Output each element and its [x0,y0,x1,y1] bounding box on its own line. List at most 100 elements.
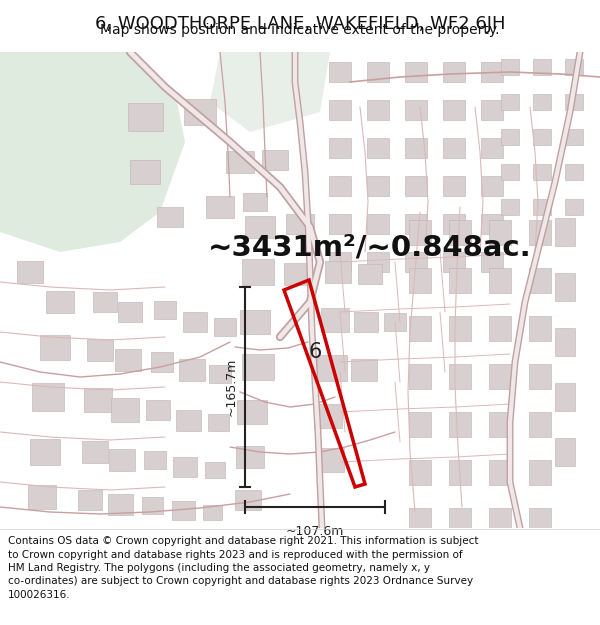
Bar [172,501,194,519]
Bar [242,259,274,285]
Bar [144,451,166,469]
Bar [501,94,519,110]
Bar [329,62,351,82]
Bar [184,99,216,125]
Bar [314,404,342,428]
Text: 6, WOODTHORPE LANE, WAKEFIELD, WF2 6JH: 6, WOODTHORPE LANE, WAKEFIELD, WF2 6JH [95,14,505,32]
Bar [533,164,551,180]
Bar [565,129,583,145]
Text: ~165.7m: ~165.7m [224,357,238,416]
Bar [533,94,551,110]
Bar [206,196,234,218]
Bar [449,316,471,341]
Text: 100026316.: 100026316. [8,590,71,600]
Bar [329,176,351,196]
Bar [358,264,382,284]
Bar [565,164,583,180]
Bar [236,446,264,468]
Bar [481,214,503,234]
Bar [17,261,43,283]
Bar [529,268,551,292]
Bar [205,462,225,478]
Bar [565,94,583,110]
Bar [443,62,465,82]
Bar [481,176,503,196]
Bar [555,328,575,356]
Bar [367,252,389,272]
Bar [82,441,108,463]
Bar [128,103,163,131]
Bar [214,318,236,336]
Bar [146,400,170,420]
Bar [489,411,511,436]
Bar [317,355,347,381]
Bar [321,308,349,332]
Bar [235,490,261,510]
Bar [529,411,551,436]
Bar [245,216,275,238]
Bar [46,291,74,313]
Bar [78,490,102,510]
Bar [409,316,431,341]
Bar [130,160,160,184]
Text: Map shows position and indicative extent of the property.: Map shows position and indicative extent… [100,24,500,38]
Bar [501,199,519,215]
Bar [409,268,431,292]
Bar [555,218,575,246]
Bar [529,316,551,341]
Bar [118,302,142,322]
Bar [226,151,254,173]
Text: 6: 6 [308,342,322,362]
Text: Contains OS data © Crown copyright and database right 2021. This information is : Contains OS data © Crown copyright and d… [8,536,479,546]
Bar [151,352,173,372]
Bar [565,199,583,215]
Text: to Crown copyright and database rights 2023 and is reproduced with the permissio: to Crown copyright and database rights 2… [8,549,463,559]
Bar [405,100,427,120]
Bar [384,313,406,331]
Bar [529,508,551,532]
Bar [87,339,113,361]
Bar [489,459,511,484]
Bar [367,138,389,158]
Bar [405,62,427,82]
Bar [286,214,314,234]
Bar [109,449,135,471]
Bar [405,138,427,158]
Bar [367,62,389,82]
Bar [237,400,267,424]
Bar [208,414,229,431]
Bar [481,62,503,82]
Bar [405,214,427,234]
Bar [325,261,351,283]
Bar [176,409,200,431]
Bar [409,411,431,436]
Bar [203,504,221,519]
Bar [316,448,344,472]
Bar [284,263,312,285]
Bar [443,214,465,234]
Bar [173,457,197,477]
Text: ~3431m²/~0.848ac.: ~3431m²/~0.848ac. [208,233,532,261]
Bar [529,459,551,484]
Bar [449,459,471,484]
Bar [183,312,207,332]
Bar [405,252,427,272]
Bar [529,219,551,244]
Bar [555,438,575,466]
Bar [501,129,519,145]
Bar [409,219,431,244]
Bar [409,364,431,389]
Bar [111,398,139,422]
Bar [115,349,141,371]
Bar [367,100,389,120]
Bar [157,207,183,227]
Bar [329,252,351,272]
Bar [529,364,551,389]
Bar [32,383,64,411]
Bar [354,312,378,332]
Bar [367,176,389,196]
Bar [489,316,511,341]
Bar [179,359,205,381]
Bar [367,214,389,234]
Bar [93,292,117,312]
